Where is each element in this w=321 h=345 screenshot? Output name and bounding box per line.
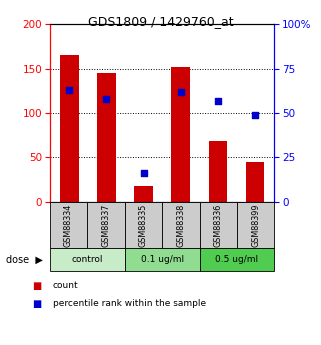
Text: GSM88399: GSM88399 <box>251 203 260 247</box>
Text: ■: ■ <box>32 299 41 309</box>
Bar <box>97 73 116 202</box>
Text: GDS1809 / 1429760_at: GDS1809 / 1429760_at <box>88 16 233 29</box>
Bar <box>60 55 79 202</box>
Text: GSM88335: GSM88335 <box>139 204 148 247</box>
Bar <box>209 141 227 202</box>
Point <box>215 98 221 103</box>
Point <box>141 171 146 176</box>
Text: GSM88337: GSM88337 <box>101 204 110 247</box>
Text: dose  ▶: dose ▶ <box>6 255 43 265</box>
Bar <box>246 162 264 202</box>
Point <box>252 112 257 118</box>
Text: 0.1 ug/ml: 0.1 ug/ml <box>141 255 184 264</box>
Text: GSM88336: GSM88336 <box>214 204 223 247</box>
Text: control: control <box>72 255 103 264</box>
Bar <box>171 67 190 202</box>
Point <box>104 96 109 101</box>
Text: percentile rank within the sample: percentile rank within the sample <box>53 299 206 308</box>
Text: 0.5 ug/ml: 0.5 ug/ml <box>215 255 259 264</box>
Text: ■: ■ <box>32 281 41 291</box>
Text: count: count <box>53 281 79 290</box>
Text: GSM88334: GSM88334 <box>64 204 73 247</box>
Bar <box>134 186 153 202</box>
Text: GSM88338: GSM88338 <box>176 204 185 247</box>
Point <box>67 87 72 93</box>
Point <box>178 89 183 95</box>
